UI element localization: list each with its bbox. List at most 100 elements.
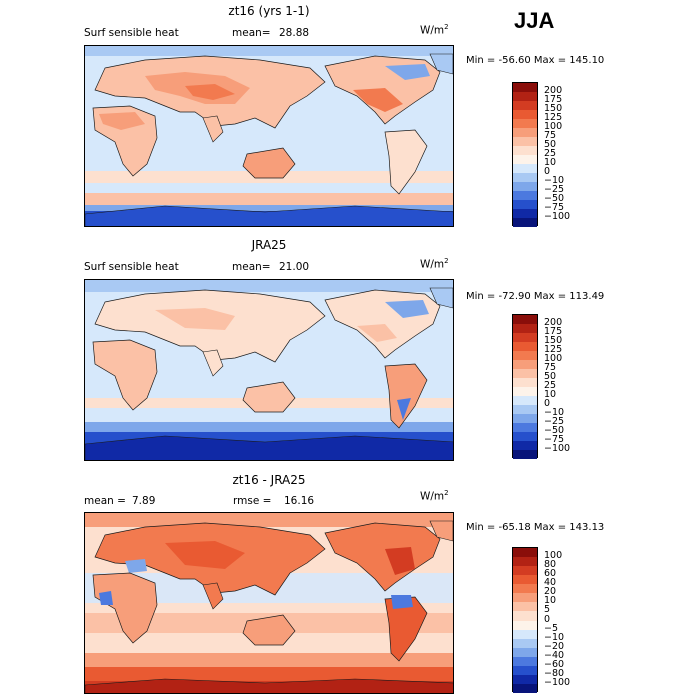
colorbar-swatch xyxy=(513,360,537,369)
colorbar-swatch xyxy=(513,83,537,92)
colorbar-tick-label: 0 xyxy=(544,166,551,177)
colorbar-swatch xyxy=(513,218,537,227)
colorbar-tick-label: −40 xyxy=(544,649,565,661)
colorbar-tick-label: 150 xyxy=(544,103,563,114)
colorbar-tick-label: 0 xyxy=(544,613,551,625)
colorbar-swatch xyxy=(513,315,537,324)
colorbar-swatch xyxy=(513,173,537,182)
colorbar-swatch xyxy=(513,432,537,441)
panel-1-map xyxy=(84,45,454,227)
colorbar-swatch xyxy=(513,683,537,693)
colorbar-tick-label: 75 xyxy=(544,362,557,373)
colorbar-tick-label: −100 xyxy=(544,676,571,688)
colorbar-swatch xyxy=(513,557,537,567)
colorbar-tick-label: 200 xyxy=(544,85,563,96)
colorbar-swatch xyxy=(513,450,537,459)
panel-3-colorbar xyxy=(512,547,538,693)
colorbar-swatch xyxy=(513,423,537,432)
colorbar-tick-label: 100 xyxy=(544,121,563,132)
panel-1-title: zt16 (yrs 1-1) xyxy=(228,4,310,18)
colorbar-swatch xyxy=(513,441,537,450)
colorbar-swatch xyxy=(513,164,537,173)
colorbar-swatch xyxy=(513,209,537,218)
colorbar-swatch xyxy=(513,566,537,576)
colorbar-swatch xyxy=(513,146,537,155)
colorbar-swatch xyxy=(513,182,537,191)
panel-1-min-max: Min = -56.60 Max = 145.10 xyxy=(466,55,605,66)
colorbar-tick-label: 25 xyxy=(544,380,557,391)
colorbar-swatch xyxy=(513,629,537,639)
colorbar-tick-label: 10 xyxy=(544,595,557,607)
colorbar-tick-label: 60 xyxy=(544,568,557,580)
colorbar-tick-label: 75 xyxy=(544,130,557,141)
colorbar-swatch xyxy=(513,378,537,387)
colorbar-swatch xyxy=(513,396,537,405)
colorbar-tick-label: 10 xyxy=(544,157,557,168)
panel-3-rmse-value: 16.16 xyxy=(284,495,315,507)
panel-1-units: W/m2 xyxy=(420,23,449,37)
colorbar-tick-label: −50 xyxy=(544,193,565,204)
panel-2-mean-value: 21.00 xyxy=(279,261,310,273)
colorbar-swatch xyxy=(513,656,537,666)
panel-3-map-svg xyxy=(85,513,453,693)
panel-2-map-svg xyxy=(85,280,453,460)
colorbar-swatch xyxy=(513,191,537,200)
colorbar-swatch xyxy=(513,324,537,333)
colorbar-tick-label: 100 xyxy=(544,550,563,562)
colorbar-tick-label: −10 xyxy=(544,175,565,186)
panel-2-units: W/m2 xyxy=(420,257,449,271)
colorbar-tick-label: −10 xyxy=(544,407,565,418)
colorbar-tick-label: 25 xyxy=(544,148,557,159)
colorbar-swatch xyxy=(513,405,537,414)
colorbar-swatch xyxy=(513,548,537,558)
panel-3-min-max: Min = -65.18 Max = 143.13 xyxy=(466,522,605,533)
colorbar-tick-label: 150 xyxy=(544,335,563,346)
panel-3-title: zt16 - JRA25 xyxy=(232,473,306,487)
colorbar-tick-label: 80 xyxy=(544,559,557,571)
panel-2-min-max: Min = -72.90 Max = 113.49 xyxy=(466,291,605,302)
colorbar-tick-label: 175 xyxy=(544,326,563,337)
panel-1-mean-value: 28.88 xyxy=(279,27,310,39)
colorbar-tick-label: −75 xyxy=(544,434,565,445)
colorbar-tick-label: 100 xyxy=(544,353,563,364)
panel-2-variable-label: Surf sensible heat xyxy=(84,261,179,273)
colorbar-swatch xyxy=(513,674,537,684)
colorbar-swatch xyxy=(513,200,537,209)
colorbar-swatch xyxy=(513,611,537,621)
colorbar-tick-label: 50 xyxy=(544,139,557,150)
colorbar-swatch xyxy=(513,620,537,630)
colorbar-swatch xyxy=(513,575,537,585)
colorbar-tick-label: −100 xyxy=(544,211,571,222)
colorbar-tick-label: −10 xyxy=(544,631,565,643)
colorbar-swatch xyxy=(513,101,537,110)
colorbar-swatch xyxy=(513,584,537,594)
panel-2-colorbar xyxy=(512,314,538,459)
colorbar-tick-label: −100 xyxy=(544,443,571,454)
panel-2-map xyxy=(84,279,454,461)
colorbar-swatch xyxy=(513,638,537,648)
panel-2-mean-label: mean= xyxy=(232,261,271,273)
colorbar-tick-label: 50 xyxy=(544,371,557,382)
colorbar-swatch xyxy=(513,342,537,351)
colorbar-tick-label: 200 xyxy=(544,317,563,328)
colorbar-swatch xyxy=(513,602,537,612)
colorbar-tick-label: 125 xyxy=(544,112,563,123)
colorbar-swatch xyxy=(513,155,537,164)
colorbar-swatch xyxy=(513,369,537,378)
colorbar-tick-label: 175 xyxy=(544,94,563,105)
panel-3-units: W/m2 xyxy=(420,489,449,503)
colorbar-tick-label: 40 xyxy=(544,577,557,589)
colorbar-swatch xyxy=(513,351,537,360)
colorbar-tick-label: −60 xyxy=(544,658,565,670)
panel-1-map-svg xyxy=(85,46,453,226)
colorbar-tick-label: −50 xyxy=(544,425,565,436)
colorbar-tick-label: −75 xyxy=(544,202,565,213)
colorbar-swatch xyxy=(513,665,537,675)
colorbar-swatch xyxy=(513,110,537,119)
colorbar-tick-label: −25 xyxy=(544,416,565,427)
season-label: JJA xyxy=(514,8,555,33)
colorbar-swatch xyxy=(513,119,537,128)
colorbar-tick-label: −80 xyxy=(544,667,565,679)
panel-3-map xyxy=(84,512,454,694)
colorbar-tick-label: −5 xyxy=(544,622,559,634)
